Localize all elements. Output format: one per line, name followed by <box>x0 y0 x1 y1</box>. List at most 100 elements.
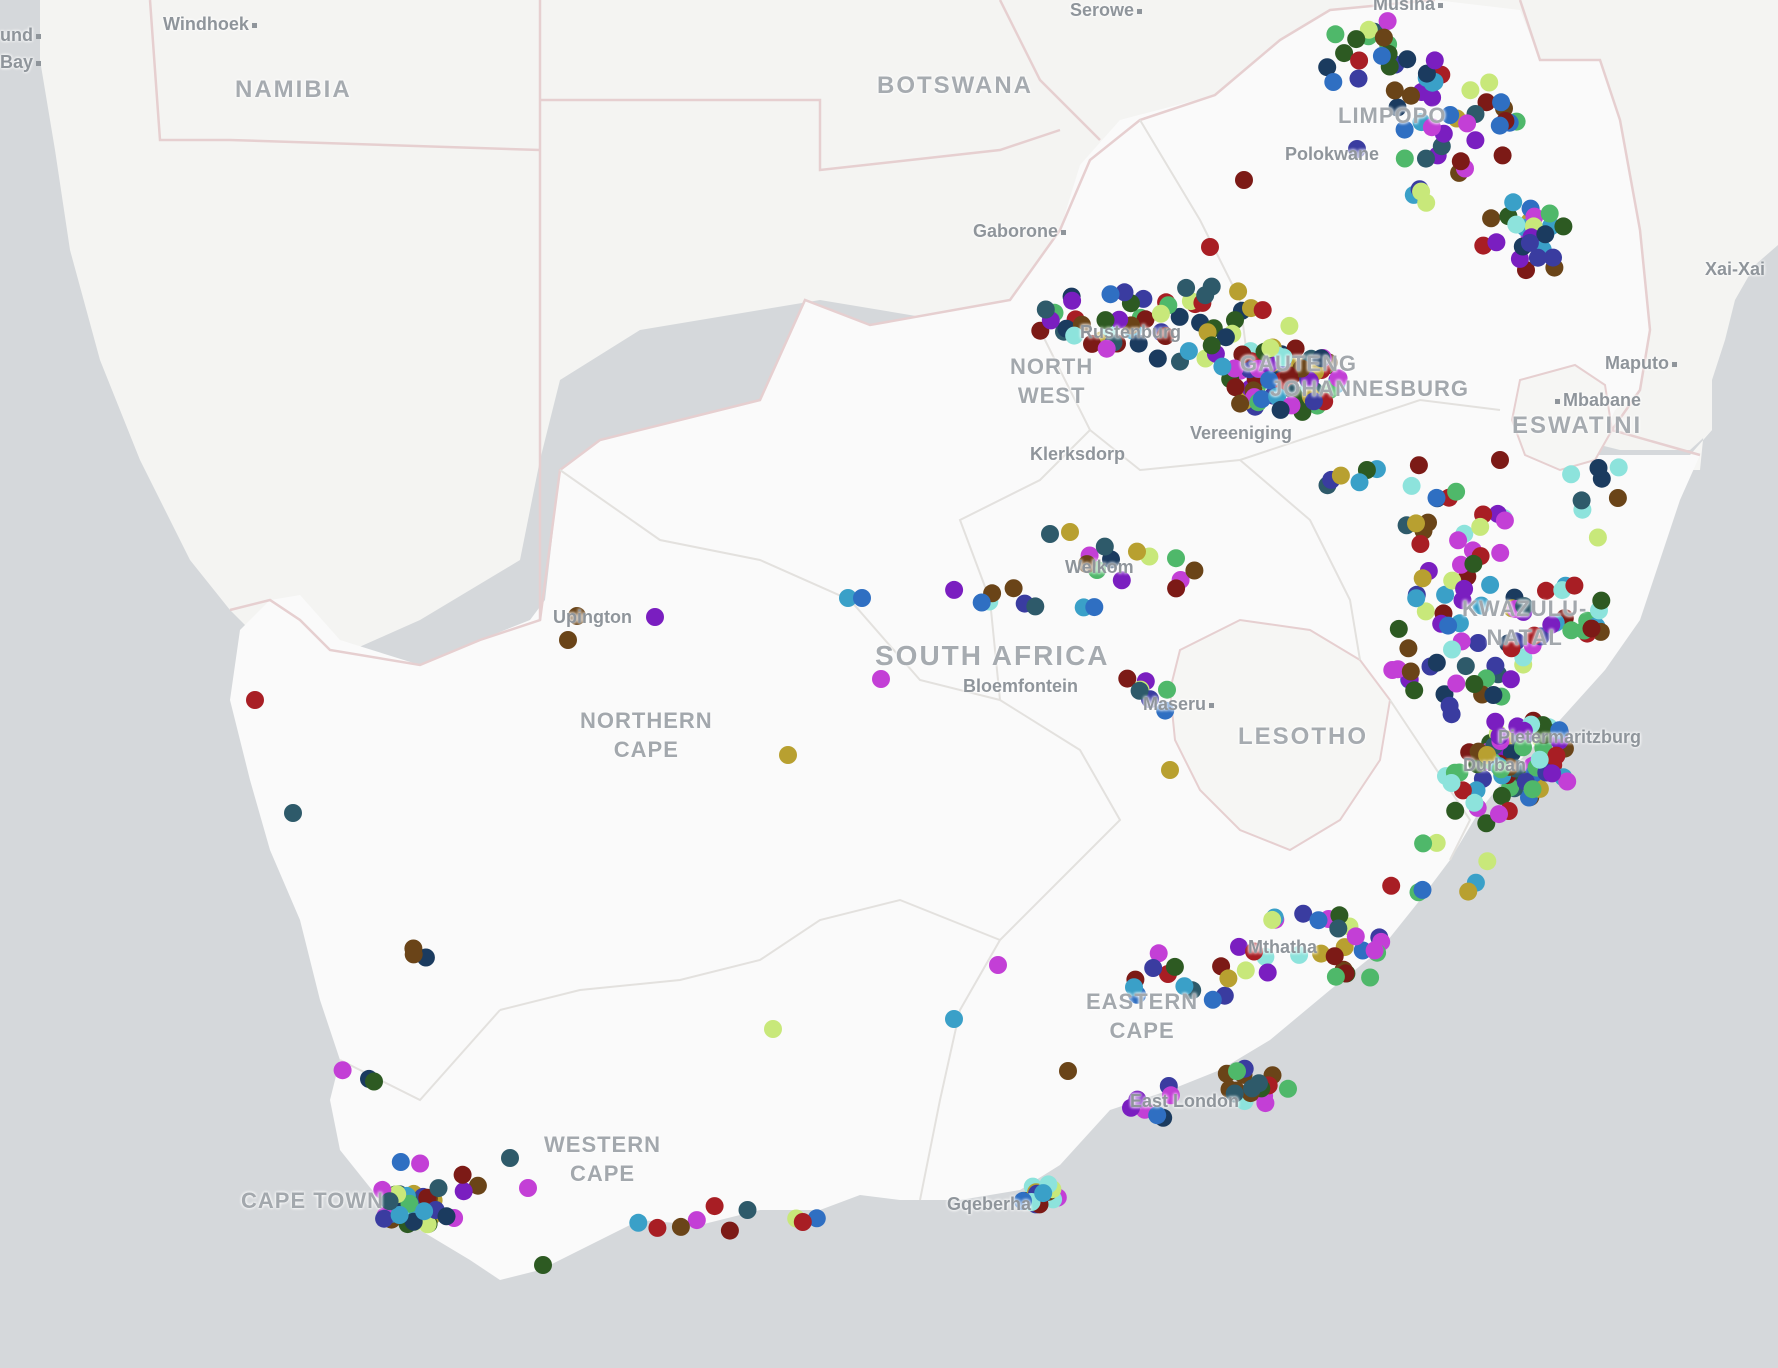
map-marker[interactable] <box>1101 285 1120 304</box>
map-marker[interactable] <box>1245 942 1264 961</box>
map-marker[interactable] <box>1233 345 1252 364</box>
map-marker[interactable] <box>1258 963 1277 982</box>
map-marker[interactable] <box>1588 528 1607 547</box>
map-marker[interactable] <box>1260 371 1279 390</box>
map-marker[interactable] <box>1528 248 1547 267</box>
map-marker[interactable] <box>1226 311 1244 330</box>
map-marker[interactable] <box>1480 73 1499 92</box>
map-marker[interactable] <box>1213 357 1232 376</box>
map-marker[interactable] <box>1455 579 1474 598</box>
map-marker[interactable] <box>1447 674 1466 693</box>
map-marker[interactable] <box>1562 621 1581 640</box>
map-marker[interactable] <box>1492 786 1511 805</box>
map-marker[interactable] <box>404 939 423 958</box>
map-marker[interactable] <box>1382 876 1401 895</box>
map-marker[interactable] <box>1063 291 1082 310</box>
map-marker[interactable] <box>1401 662 1420 681</box>
map-marker[interactable] <box>989 956 1007 974</box>
map-marker[interactable] <box>1385 81 1404 100</box>
map-marker[interactable] <box>1065 326 1084 345</box>
map-marker[interactable] <box>1407 589 1426 608</box>
map-marker[interactable] <box>1085 598 1104 617</box>
map-marker[interactable] <box>738 1201 757 1219</box>
map-marker[interactable] <box>1129 334 1148 353</box>
map-marker[interactable] <box>1263 910 1282 929</box>
map-marker[interactable] <box>1582 619 1601 638</box>
map-marker[interactable] <box>945 580 964 599</box>
map-marker[interactable] <box>1179 342 1198 361</box>
map-marker[interactable] <box>1230 937 1248 956</box>
map-marker[interactable] <box>559 631 577 649</box>
map-marker[interactable] <box>501 1149 519 1167</box>
map-marker[interactable] <box>1203 990 1222 1009</box>
map-marker[interactable] <box>1325 947 1344 966</box>
map-marker[interactable] <box>429 1179 448 1198</box>
map-marker[interactable] <box>853 589 871 607</box>
map-marker[interactable] <box>1525 626 1544 645</box>
map-marker[interactable] <box>1405 681 1424 700</box>
map-marker[interactable] <box>1280 316 1299 335</box>
map-marker[interactable] <box>1399 639 1418 658</box>
map-marker[interactable] <box>1149 944 1168 963</box>
map-marker[interactable] <box>1231 394 1250 413</box>
map-marker[interactable] <box>1335 44 1354 63</box>
map-marker[interactable] <box>1136 310 1155 329</box>
map-marker[interactable] <box>1402 476 1421 495</box>
map-marker[interactable] <box>1349 69 1368 88</box>
map-marker[interactable] <box>1439 616 1458 635</box>
map-marker[interactable] <box>1128 542 1146 561</box>
map-marker[interactable] <box>1451 152 1470 171</box>
map-marker[interactable] <box>1412 182 1431 201</box>
map-marker[interactable] <box>1290 945 1309 964</box>
map-marker[interactable] <box>1365 941 1384 960</box>
map-marker[interactable] <box>1492 93 1511 112</box>
map-marker[interactable] <box>1329 369 1348 388</box>
map-marker[interactable] <box>1170 307 1189 326</box>
map-marker[interactable] <box>1161 1086 1180 1105</box>
map-marker[interactable] <box>1118 669 1137 688</box>
map-marker[interactable] <box>1589 459 1608 477</box>
map-marker[interactable] <box>1515 597 1534 616</box>
map-marker[interactable] <box>1196 286 1215 305</box>
map-marker[interactable] <box>1492 760 1510 779</box>
map-marker[interactable] <box>1253 301 1272 320</box>
map-marker[interactable] <box>1490 116 1509 135</box>
map-marker[interactable] <box>1540 204 1559 223</box>
map-marker[interactable] <box>1482 209 1501 228</box>
map-marker[interactable] <box>1472 596 1491 615</box>
map-marker[interactable] <box>629 1213 648 1232</box>
map-marker[interactable] <box>1477 814 1496 833</box>
map-marker[interactable] <box>1185 561 1204 580</box>
map-marker[interactable] <box>1330 906 1349 925</box>
map-marker[interactable] <box>1226 378 1245 397</box>
map-marker[interactable] <box>1520 233 1539 252</box>
map-marker[interactable] <box>415 1202 434 1221</box>
map-marker[interactable] <box>1235 171 1253 189</box>
map-marker[interactable] <box>1459 882 1478 901</box>
map-marker[interactable] <box>1034 1184 1053 1203</box>
map-marker[interactable] <box>705 1197 724 1216</box>
map-marker[interactable] <box>1125 978 1143 997</box>
map-marker[interactable] <box>1565 576 1584 595</box>
map-marker[interactable] <box>648 1218 667 1237</box>
map-marker[interactable] <box>1464 554 1483 573</box>
map-marker[interactable] <box>1095 537 1114 556</box>
map-marker[interactable] <box>1558 772 1577 791</box>
map-marker[interactable] <box>1271 400 1290 419</box>
map-marker[interactable] <box>1547 746 1566 765</box>
map-marker[interactable] <box>453 1165 472 1184</box>
map-marker[interactable] <box>1458 114 1477 133</box>
map-marker[interactable] <box>1294 904 1313 923</box>
map-marker[interactable] <box>1495 511 1514 530</box>
map-marker[interactable] <box>1219 969 1238 988</box>
map-marker[interactable] <box>720 1221 739 1240</box>
map-marker[interactable] <box>1151 304 1170 323</box>
map-marker[interactable] <box>1148 1106 1167 1125</box>
map-marker[interactable] <box>1417 149 1435 168</box>
map-marker[interactable] <box>534 1256 552 1274</box>
map-marker[interactable] <box>1097 339 1116 358</box>
map-marker[interactable] <box>1465 675 1484 693</box>
map-marker[interactable] <box>1413 569 1432 588</box>
map-marker[interactable] <box>1523 780 1542 799</box>
map-marker[interactable] <box>568 607 586 625</box>
